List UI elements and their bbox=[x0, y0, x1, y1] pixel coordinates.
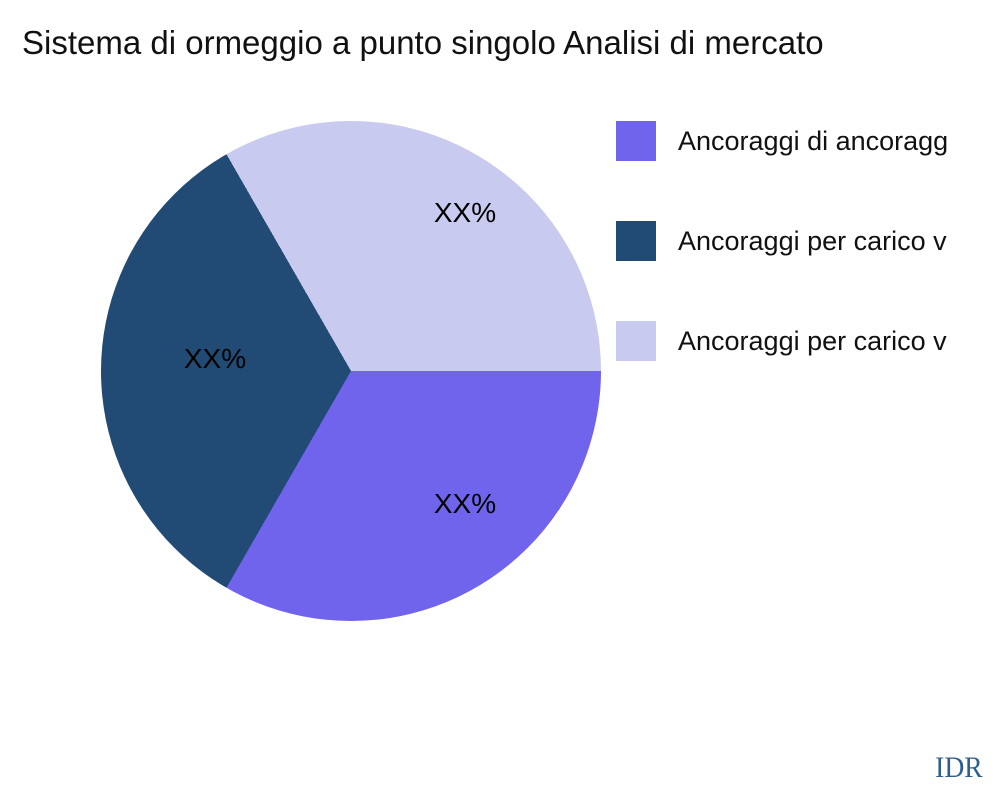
legend-swatch bbox=[616, 321, 656, 361]
legend-item: Ancoraggi di ancoragg bbox=[616, 121, 948, 161]
legend-label: Ancoraggi di ancoragg bbox=[678, 126, 949, 156]
currency-watermark: IDR bbox=[935, 751, 983, 784]
legend-item: Ancoraggi per carico v bbox=[616, 321, 948, 361]
legend-label: Ancoraggi per carico v bbox=[678, 226, 947, 256]
chart-title: Sistema di ormeggio a punto singolo Anal… bbox=[22, 24, 824, 61]
pie-slice-label: XX% bbox=[433, 197, 497, 228]
legend: Ancoraggi di ancoragg Ancoraggi per cari… bbox=[616, 121, 948, 361]
pie-slice-label: XX% bbox=[433, 488, 497, 519]
legend-swatch bbox=[616, 221, 656, 261]
legend-label: Ancoraggi per carico v bbox=[678, 326, 947, 356]
legend-item: Ancoraggi per carico v bbox=[616, 221, 948, 261]
pie-chart: XX% XX% XX% bbox=[101, 121, 601, 621]
pie-slice-label: XX% bbox=[183, 343, 247, 374]
legend-swatch bbox=[616, 121, 656, 161]
